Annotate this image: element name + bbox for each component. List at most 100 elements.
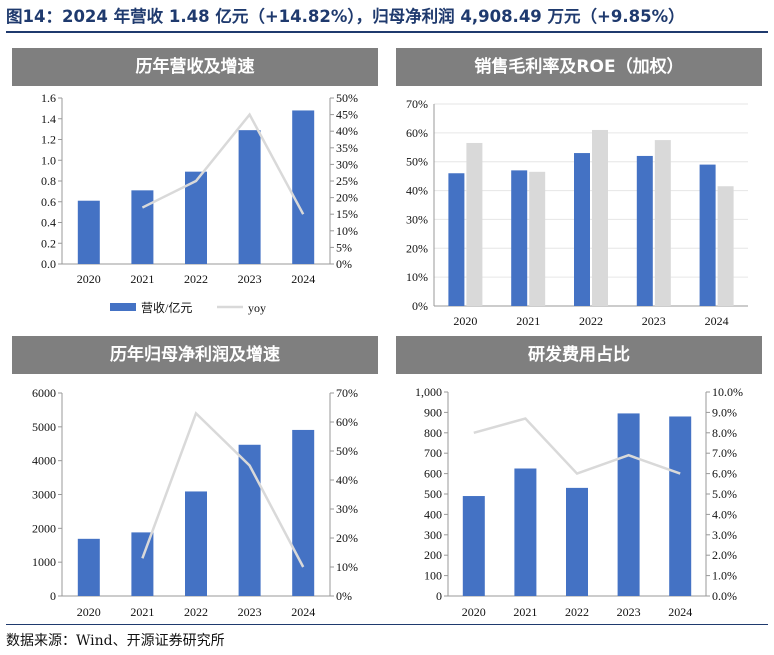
- legend-label: yoy: [248, 301, 266, 315]
- bar-2024: [292, 110, 315, 264]
- revenue-chart: 0.0 0.2 0.4 0.6 0.8 1.0 1.2 1.4 1.6 0% 5% 10% 15% 20%…: [41, 91, 358, 315]
- x-tick-label: 2022: [579, 314, 603, 328]
- rd-chart: 0 100 200 300 400 500 600 700 800 900 1,000 0.0% 1.0…: [415, 385, 743, 619]
- bar-2020: [77, 200, 100, 264]
- y-tick-label-left: 60%: [406, 126, 428, 140]
- y-tick-label-right: 25%: [336, 174, 358, 188]
- bar-2022: [185, 491, 207, 596]
- y-tick-label-left: 1.0: [41, 153, 56, 167]
- y-tick-label-right: 4.0%: [712, 507, 737, 521]
- y-tick-label-left: 1,000: [415, 385, 442, 399]
- y-tick-label-right: 70%: [336, 386, 358, 400]
- y-tick-label-left: 1.2: [41, 133, 56, 147]
- y-tick-label-left: 70%: [406, 97, 428, 111]
- y-tick-label-right: 40%: [336, 124, 358, 138]
- x-tick-label: 2023: [238, 272, 262, 286]
- y-tick-label-left: 10%: [406, 270, 428, 284]
- x-tick-label: 2021: [130, 272, 154, 286]
- y-tick-label-right: 20%: [336, 191, 358, 205]
- bar-2021: [514, 468, 537, 596]
- y-tick-label-right: 35%: [336, 141, 358, 155]
- y-tick-label-right: 6.0%: [712, 467, 737, 481]
- x-tick-label: 2021: [513, 605, 537, 619]
- y-tick-label-right: 9.0%: [712, 405, 737, 419]
- x-tick-label: 2022: [184, 605, 208, 619]
- y-tick-label-left: 100: [424, 569, 442, 583]
- net-profit-chart: 0 1000 2000 3000 4000 5000 6000 0% 10% 20% 30% 40% 5…: [32, 386, 358, 619]
- x-tick-label: 2020: [77, 605, 101, 619]
- y-tick-label-right: 15%: [336, 207, 358, 221]
- legend-swatch: [110, 303, 136, 311]
- bar-2020: [77, 538, 100, 596]
- bar-2024: [699, 164, 716, 306]
- y-tick-label-left: 200: [424, 548, 442, 562]
- y-tick-label-left: 1.6: [41, 91, 56, 105]
- y-tick-label-left: 5000: [32, 420, 56, 434]
- y-tick-label-right: 0%: [336, 257, 352, 271]
- chart-panel-net-profit: 历年归母净利润及增速 0 1000 2000 3000 4000 5000 6000 0% 10…: [12, 336, 378, 622]
- y-tick-label-right: 30%: [336, 157, 358, 171]
- y-tick-label-left: 30%: [406, 212, 428, 226]
- y-tick-label-left: 4000: [32, 454, 56, 468]
- y-tick-label-left: 0: [50, 589, 56, 603]
- y-tick-label-left: 2000: [32, 521, 56, 535]
- bar-2021: [511, 170, 528, 306]
- bar-2021: [131, 532, 154, 596]
- bottom-rule: [6, 624, 768, 625]
- y-tick-label-right: 10%: [336, 224, 358, 238]
- chart-banner: 销售毛利率及ROE（加权）: [396, 48, 762, 86]
- y-tick-label-left: 3000: [32, 488, 56, 502]
- line-series-1: [141, 112, 305, 215]
- y-tick-label-right: 1.0%: [712, 569, 737, 583]
- y-tick-label-right: 8.0%: [712, 426, 737, 440]
- y-tick-label-left: 600: [424, 467, 442, 481]
- x-tick-label: 2021: [516, 314, 540, 328]
- y-tick-label-left: 1000: [32, 555, 56, 569]
- bar-2022: [566, 487, 588, 596]
- y-tick-label-left: 800: [424, 426, 442, 440]
- bar-2023: [238, 130, 261, 264]
- bar-2020: [448, 173, 465, 306]
- chart-panel-rd: 研发费用占比 0 100 200 300 400 500 600 700 800 900 1,000…: [396, 336, 762, 622]
- y-tick-label-left: 20%: [406, 241, 428, 255]
- y-tick-label-left: 0: [436, 589, 442, 603]
- y-tick-label-right: 2.0%: [712, 548, 737, 562]
- y-tick-label-left: 300: [424, 528, 442, 542]
- y-tick-label-right: 60%: [336, 415, 358, 429]
- bar-2023: [654, 140, 671, 306]
- y-tick-label-right: 50%: [336, 444, 358, 458]
- chart-panel-margin: 销售毛利率及ROE（加权） 0% 10% 20% 30% 40% 50% 60% 70% 202…: [396, 48, 762, 353]
- y-tick-label-right: 10.0%: [712, 385, 743, 399]
- x-tick-label: 2022: [184, 272, 208, 286]
- chart-panel-revenue: 历年营收及增速 0.0 0.2 0.4 0.6 0.8 1.0 1.2 1.4 1.6 0% 5% 1…: [12, 48, 378, 320]
- y-tick-label-right: 0.0%: [712, 589, 737, 603]
- y-tick-label-left: 0.0: [41, 257, 56, 271]
- bar-2020: [466, 142, 483, 306]
- y-tick-label-left: 400: [424, 507, 442, 521]
- y-tick-label-left: 700: [424, 446, 442, 460]
- x-tick-label: 2024: [291, 272, 315, 286]
- x-tick-label: 2024: [668, 605, 692, 619]
- y-tick-label-left: 0.2: [41, 236, 56, 250]
- bar-2023: [617, 413, 640, 596]
- bar-2022: [185, 171, 207, 264]
- x-tick-label: 2024: [705, 314, 729, 328]
- x-tick-label: 2021: [130, 605, 154, 619]
- y-tick-label-right: 7.0%: [712, 446, 737, 460]
- y-tick-label-right: 30%: [336, 502, 358, 516]
- bar-2024: [669, 416, 692, 596]
- figure-title: 图14：2024 年营收 1.48 亿元（+14.82%），归母净利润 4,90…: [6, 7, 685, 26]
- legend-label: 营收/亿元: [141, 300, 192, 315]
- bar-2022: [592, 129, 608, 306]
- y-tick-label-right: 40%: [336, 473, 358, 487]
- bar-2024: [717, 186, 734, 306]
- y-tick-label-left: 500: [424, 487, 442, 501]
- y-tick-label-right: 50%: [336, 91, 358, 105]
- bar-2021: [529, 171, 546, 306]
- margin-chart: 0% 10% 20% 30% 40% 50% 60% 70% 2020 2021 2022 2023 2…: [406, 97, 748, 353]
- y-tick-label-left: 6000: [32, 386, 56, 400]
- bar-2023: [636, 155, 653, 306]
- x-tick-label: 2020: [462, 605, 486, 619]
- chart-banner: 历年归母净利润及增速: [12, 336, 378, 374]
- source-note: 数据来源：Wind、开源证券研究所: [6, 633, 225, 649]
